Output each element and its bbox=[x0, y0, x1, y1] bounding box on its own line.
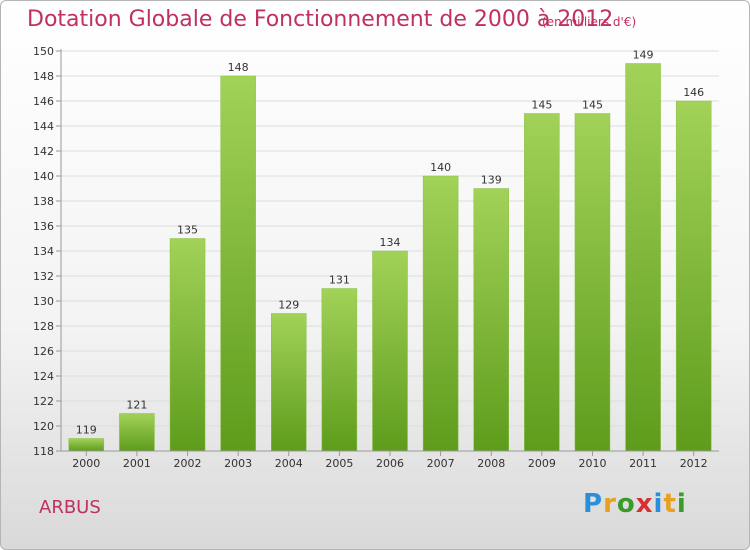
bar bbox=[524, 113, 560, 452]
axes: 118 120 122 124 126 128 130 132 134 136 138 140 142 1… bbox=[33, 45, 719, 470]
x-tick-label: 2000 bbox=[72, 457, 100, 470]
y-tick-label: 128 bbox=[33, 320, 54, 333]
bar bbox=[422, 175, 459, 452]
unit-note: (en milliers d'€) bbox=[542, 15, 637, 29]
bar bbox=[119, 413, 155, 452]
x-tick-label: 2011 bbox=[629, 457, 657, 470]
x-tick-label: 2003 bbox=[224, 457, 252, 470]
bar bbox=[321, 288, 358, 452]
x-tick-label: 2006 bbox=[376, 457, 404, 470]
data-label: 149 bbox=[633, 49, 654, 62]
data-label: 145 bbox=[531, 99, 552, 112]
logo-letter: o bbox=[616, 489, 636, 519]
data-label: 140 bbox=[430, 161, 451, 174]
bar bbox=[372, 250, 408, 452]
bars: 119 121 135 148 129 131 134 140 139 145 145 149 146 bbox=[68, 49, 712, 452]
y-tick-label: 140 bbox=[33, 170, 54, 183]
data-label: 121 bbox=[126, 399, 147, 412]
y-tick-label: 144 bbox=[33, 120, 54, 133]
data-label: 146 bbox=[683, 86, 704, 99]
bar bbox=[574, 113, 611, 452]
proxiti-logo: Proxiti bbox=[583, 489, 687, 519]
y-tick-label: 134 bbox=[33, 245, 54, 258]
logo-letter: i bbox=[676, 489, 687, 519]
y-tick-label: 118 bbox=[33, 445, 54, 458]
data-label: 139 bbox=[481, 174, 502, 187]
y-tick-label: 146 bbox=[33, 95, 54, 108]
y-tick-label: 132 bbox=[33, 270, 54, 283]
y-tick-label: 126 bbox=[33, 345, 54, 358]
x-tick-label: 2010 bbox=[578, 457, 606, 470]
x-tick-label: 2005 bbox=[325, 457, 353, 470]
x-tick-label: 2012 bbox=[680, 457, 708, 470]
bar bbox=[625, 63, 661, 452]
bar bbox=[220, 75, 256, 452]
x-tick-label: 2001 bbox=[123, 457, 151, 470]
data-label: 119 bbox=[76, 424, 97, 437]
bar bbox=[271, 313, 307, 452]
chart-title: Dotation Globale de Fonctionnement de 20… bbox=[27, 7, 614, 32]
data-label: 135 bbox=[177, 224, 198, 237]
logo-letter: P bbox=[583, 489, 604, 519]
logo-letter: t bbox=[663, 489, 677, 519]
y-tick-label: 138 bbox=[33, 195, 54, 208]
y-tick-label: 136 bbox=[33, 220, 54, 233]
y-tick-label: 148 bbox=[33, 70, 54, 83]
x-tick-label: 2008 bbox=[477, 457, 505, 470]
data-label: 134 bbox=[380, 236, 401, 249]
data-label: 148 bbox=[228, 61, 249, 74]
x-tick-label: 2002 bbox=[174, 457, 202, 470]
y-tick-label: 130 bbox=[33, 295, 54, 308]
logo-letter: r bbox=[603, 489, 617, 519]
logo-letter: i bbox=[653, 489, 664, 519]
x-tick-label: 2007 bbox=[427, 457, 455, 470]
bar bbox=[473, 188, 509, 452]
y-tick-label: 142 bbox=[33, 145, 54, 158]
y-tick-label: 124 bbox=[33, 370, 54, 383]
commune-name: ARBUS bbox=[39, 497, 101, 518]
data-label: 131 bbox=[329, 274, 350, 287]
bar bbox=[675, 100, 712, 452]
bar bbox=[169, 238, 206, 452]
logo-letter: x bbox=[635, 489, 654, 519]
y-tick-label: 150 bbox=[33, 45, 54, 58]
bar bbox=[68, 438, 105, 452]
x-tick-label: 2004 bbox=[275, 457, 303, 470]
data-label: 145 bbox=[582, 99, 603, 112]
y-tick-label: 120 bbox=[33, 420, 54, 433]
data-label: 129 bbox=[278, 299, 299, 312]
y-tick-label: 122 bbox=[33, 395, 54, 408]
x-tick-label: 2009 bbox=[528, 457, 556, 470]
